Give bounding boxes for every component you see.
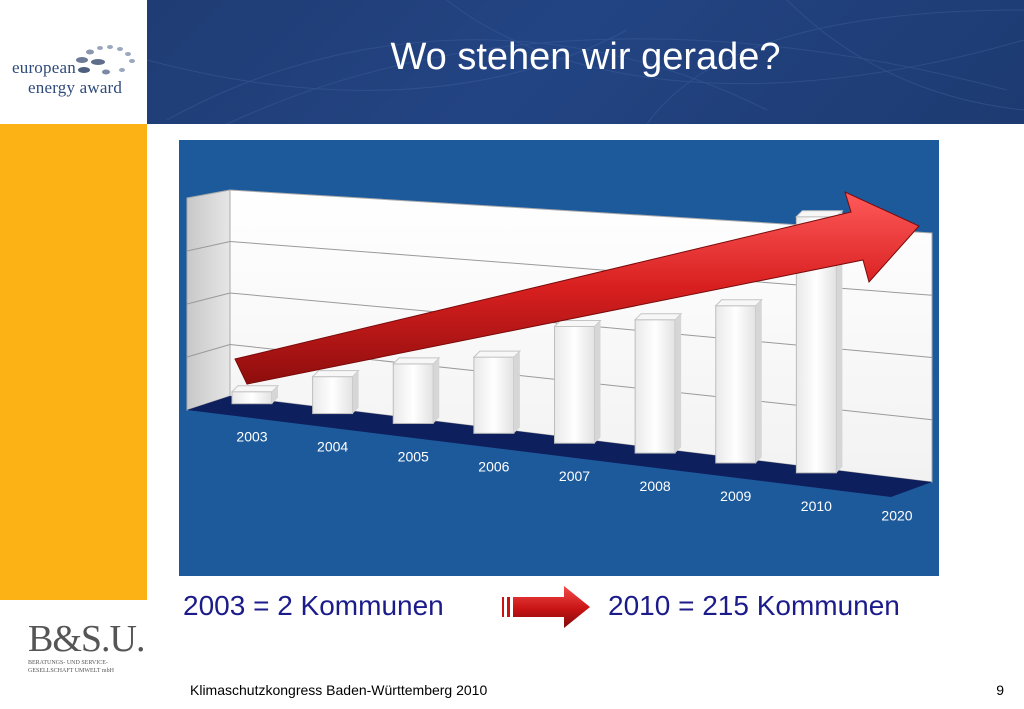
x-tick-label: 2008 [640, 478, 671, 494]
bar-2005 [392, 357, 441, 424]
eea-dots-icon [76, 45, 135, 75]
x-tick-label: 2003 [236, 429, 267, 445]
x-tick-label: 2020 [881, 508, 912, 524]
x-tick-label: 2005 [398, 448, 429, 464]
footer-event: Klimaschutzkongress Baden-Württemberg 20… [190, 682, 488, 698]
x-tick-label: 2007 [559, 468, 590, 484]
page-number: 9 [996, 682, 1004, 698]
bar-2007 [553, 319, 602, 444]
trend-arrow [234, 191, 920, 385]
eea-logo-line1: european [12, 58, 76, 77]
x-tick-label: 2006 [478, 458, 509, 474]
gridline-side [186, 292, 231, 305]
chart-floor [187, 396, 932, 497]
header-swirl-decoration [147, 0, 1024, 124]
gridline-side [186, 241, 231, 252]
caption-2003: 2003 = 2 Kommunen [183, 590, 444, 621]
bsu-logo-name: B&S.U. [28, 618, 145, 660]
x-tick-label: 2009 [720, 488, 751, 504]
page-title: Wo stehen wir gerade? [390, 36, 781, 78]
bar-2003 [230, 385, 280, 405]
bar-2008 [633, 313, 683, 454]
bar-2004 [311, 370, 360, 415]
gridline-side [186, 344, 231, 358]
header-bar: Wo stehen wir gerade? [147, 0, 1024, 124]
right-arrow-icon [502, 586, 590, 628]
bsu-logo-subtitle: BERATUNGS- UND SERVICE-GESELLSCHAFT UMWE… [28, 660, 114, 674]
bar-chart: 2003 2004 2005 2006 2007 2008 2009 2010 2020 [186, 189, 933, 524]
side-accent-bar [0, 124, 147, 600]
chart-panel: 2003 2004 2005 2006 2007 2008 2009 2010 2020 [179, 140, 939, 576]
x-tick-label: 2010 [801, 498, 832, 514]
eea-logo: european energy award [0, 0, 147, 124]
eea-logo-line2: energy award [28, 78, 123, 97]
bsu-logo: B&S.U. BERATUNGS- UND SERVICE-GESELLSCHA… [28, 620, 145, 688]
bar-2006 [472, 350, 522, 434]
x-tick-label: 2004 [317, 439, 348, 455]
caption-2010: 2010 = 215 Kommunen [608, 590, 900, 621]
bar-2009 [714, 299, 763, 464]
